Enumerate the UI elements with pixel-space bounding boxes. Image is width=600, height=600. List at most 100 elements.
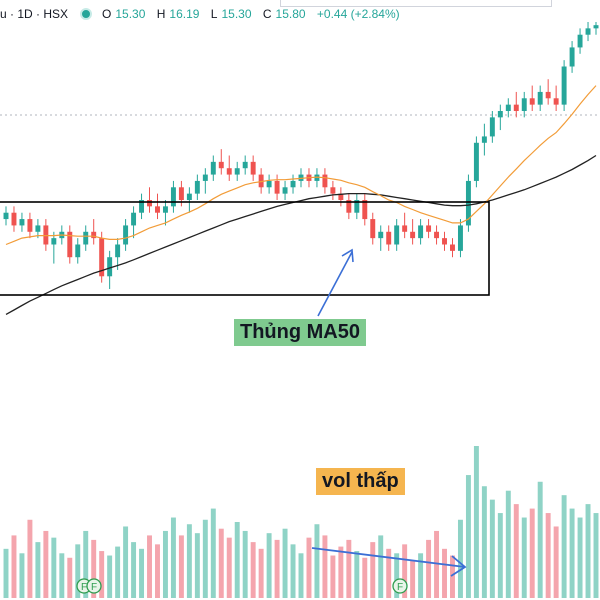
volume-bar — [51, 537, 57, 598]
candle — [115, 238, 121, 270]
legend-popup-edge — [280, 0, 552, 7]
volume-bar — [155, 544, 160, 598]
volume-bar — [226, 537, 232, 598]
candle — [521, 91, 527, 118]
volume-bar — [402, 544, 408, 598]
volume-bar — [306, 537, 312, 598]
symbol-label[interactable]: u · 1D · HSX — [0, 7, 69, 21]
candle — [298, 168, 304, 188]
volume-bar — [35, 542, 41, 598]
volume-bar — [258, 548, 264, 598]
candle — [107, 250, 113, 289]
candle — [186, 187, 192, 213]
volume-bar — [386, 548, 392, 598]
ma50-break-note: Thủng MA50 — [234, 319, 366, 346]
ma50-arrow — [317, 248, 354, 317]
candle — [83, 225, 89, 251]
candle — [426, 219, 432, 239]
volume-bar — [186, 524, 192, 598]
volume-bar — [123, 526, 129, 598]
ma50-line — [5, 154, 597, 315]
candle — [155, 193, 160, 220]
volume-bar — [370, 542, 376, 598]
short-ma-line — [5, 85, 597, 246]
candle — [442, 231, 447, 251]
volume-bar — [314, 524, 320, 598]
volume-bar — [75, 544, 81, 598]
candle — [170, 180, 176, 213]
event-marker-f[interactable]: F — [86, 578, 102, 594]
volume-bar — [426, 539, 432, 598]
volume-bar — [553, 526, 559, 598]
candle — [545, 79, 551, 105]
event-marker-label: F — [81, 582, 87, 593]
volume-bar — [529, 508, 535, 598]
low-value: 15.30 — [221, 7, 252, 21]
volume-bar — [465, 475, 471, 598]
volume-bar — [346, 539, 352, 598]
candle — [330, 180, 336, 200]
volume-bar — [354, 551, 360, 598]
close-value: 15.80 — [275, 7, 306, 21]
candle — [386, 225, 392, 251]
candle — [346, 193, 352, 220]
candle — [131, 206, 137, 239]
candle — [234, 161, 240, 181]
candle — [465, 174, 471, 232]
candle — [226, 155, 232, 181]
volume-bar — [378, 535, 384, 598]
volume-bar — [545, 513, 551, 598]
low-label: L — [210, 7, 218, 21]
volume-bar — [147, 535, 152, 598]
candle — [258, 168, 264, 194]
candle — [457, 219, 463, 258]
volume-bar — [218, 528, 224, 598]
volume-bar — [434, 530, 440, 598]
volume-bar — [561, 495, 567, 598]
candle — [123, 219, 129, 251]
volume-bar — [162, 530, 168, 598]
candle — [394, 219, 400, 251]
candle — [489, 111, 495, 143]
volume-bar — [577, 517, 583, 598]
volume-bar — [107, 555, 113, 598]
volume-bar — [131, 542, 137, 598]
candle — [529, 85, 535, 111]
volume-bar — [3, 548, 9, 598]
candle — [354, 193, 360, 220]
volume-bar — [298, 553, 304, 598]
volume-bar — [83, 530, 89, 598]
volume-bar — [489, 499, 495, 598]
volume-bar — [266, 533, 272, 598]
candle — [91, 219, 97, 245]
candle — [99, 231, 105, 283]
open-label: O — [102, 7, 112, 21]
candle — [290, 174, 296, 194]
event-markers[interactable]: F F F — [76, 578, 408, 594]
candle — [202, 168, 208, 194]
volume-bar — [250, 542, 256, 598]
volume-bar — [585, 504, 591, 598]
volume-bar — [497, 513, 503, 598]
volume-bar — [19, 553, 25, 598]
candle — [43, 219, 49, 251]
high-value: 16.19 — [169, 7, 200, 21]
event-marker-label: F — [91, 582, 97, 593]
candle — [19, 212, 25, 232]
candle — [322, 168, 328, 194]
volume-bar — [505, 490, 511, 598]
volume-bar — [537, 481, 543, 598]
candlesticks — [3, 22, 599, 289]
low-volume-note: vol thấp — [316, 468, 405, 495]
volume-bar — [67, 557, 73, 598]
candle — [569, 41, 575, 73]
event-marker-label: F — [397, 582, 403, 593]
candle — [266, 174, 272, 194]
candle — [139, 193, 145, 220]
volume-bar — [473, 446, 479, 598]
event-marker-f[interactable]: F — [392, 578, 408, 594]
candle — [75, 238, 81, 264]
volume-bar — [115, 546, 121, 598]
volume-bars — [3, 446, 599, 598]
